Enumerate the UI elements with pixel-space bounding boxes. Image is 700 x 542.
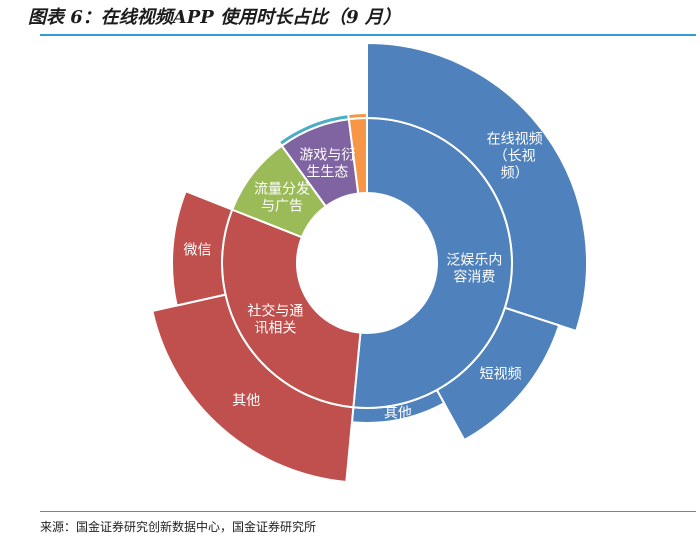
label-outer-其他-2: 其他: [384, 405, 412, 421]
outer-segment-其他-3: [151, 293, 355, 484]
label-outer-其他-3: 其他: [232, 393, 260, 409]
label-inner-游戏与衍生生态: 游戏与衍生生态: [299, 148, 355, 181]
label-outer-微信-4: 微信: [184, 243, 212, 259]
source-divider: [40, 511, 696, 512]
outer-ring: [151, 41, 588, 484]
label-inner-社交与通讯相关: 社交与通讯相关: [247, 303, 303, 337]
source-note: 来源：国金证券研究创新数据中心，国金证券研究所: [40, 520, 317, 534]
outer-segment-在线视频-长视频--0: [366, 41, 588, 333]
chart-title: 图表 6：在线视频APP 使用时长占比（9 月）: [28, 7, 401, 28]
label-outer-在线视频-长视频-0: 在线视频（长视频）: [487, 132, 543, 182]
title-divider: [40, 34, 696, 36]
label-outer-短视频-1: 短视频: [480, 367, 522, 383]
label-inner-流量分发与广告: 流量分发与广告: [254, 182, 310, 215]
outer-segment-微信-4: [171, 189, 234, 307]
outer-segment-短视频-1: [435, 306, 561, 442]
outer-segment-other-outer-6: [347, 111, 368, 121]
label-inner-泛娱乐内容消费: 泛娱乐内容消费: [446, 253, 502, 286]
inner-ring: [221, 116, 513, 409]
